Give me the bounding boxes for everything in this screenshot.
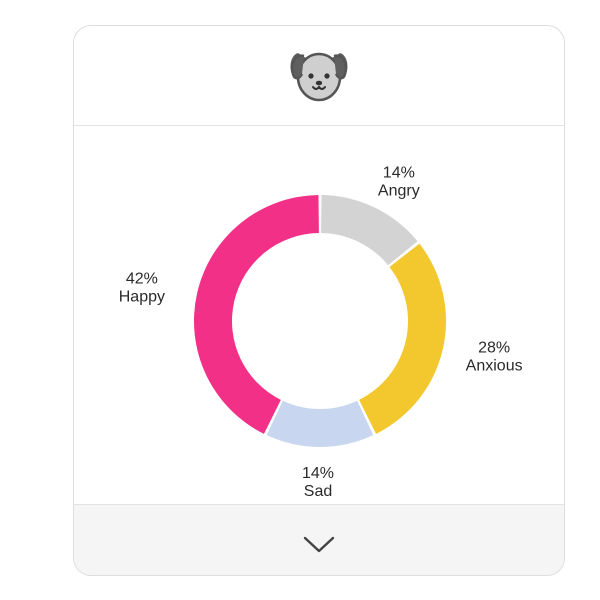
slice-anxious	[359, 243, 446, 434]
chevron-down-icon[interactable]	[302, 534, 336, 554]
dog-face-icon	[284, 40, 354, 110]
mood-card: 14% Angry 28% Anxious 14% Sad 42% Happy	[73, 25, 565, 576]
card-header	[74, 26, 564, 126]
expand-button[interactable]	[74, 504, 564, 575]
slice-percent-sad: 14%	[302, 465, 334, 482]
slice-name-anxious: Anxious	[466, 357, 523, 374]
slice-percent-happy: 42%	[126, 271, 158, 288]
mood-donut-chart: 14% Angry 28% Anxious 14% Sad 42% Happy	[74, 125, 564, 503]
slice-label-anxious: 28%Anxious	[466, 339, 523, 374]
slice-happy	[193, 195, 319, 434]
slice-name-angry: Angry	[378, 182, 420, 199]
slice-angry	[321, 195, 418, 266]
slice-percent-angry: 14%	[383, 164, 415, 181]
slice-percent-anxious: 28%	[478, 339, 510, 356]
slice-label-happy: 42%Happy	[119, 271, 165, 306]
slice-label-angry: 14%Angry	[378, 164, 420, 199]
slice-name-happy: Happy	[119, 289, 165, 306]
slice-sad	[266, 400, 374, 447]
slice-label-sad: 14%Sad	[302, 465, 334, 500]
slice-name-sad: Sad	[304, 483, 332, 500]
